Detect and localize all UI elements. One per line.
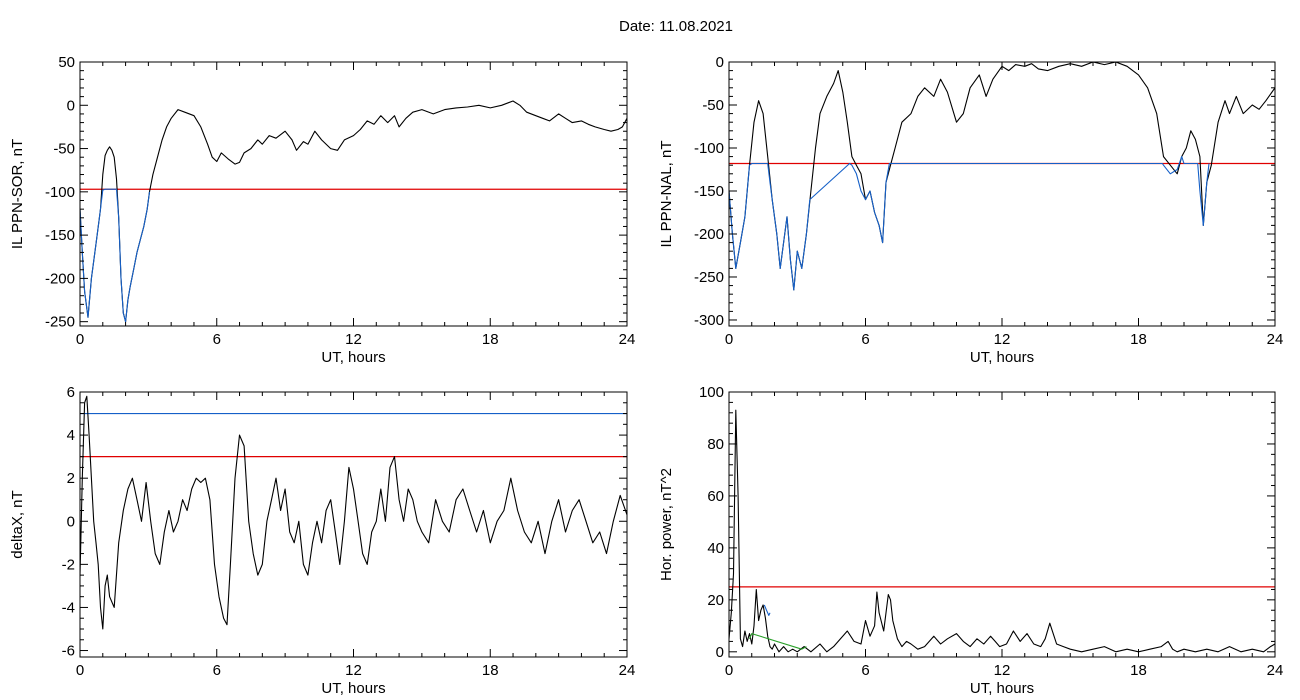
x-tick-label: 24 (619, 331, 636, 348)
x-tick-label: 0 (725, 662, 733, 679)
y-tick-label: 100 (699, 384, 724, 401)
x-axis-label: UT, hours (970, 349, 1034, 366)
x-tick-label: 6 (213, 331, 221, 348)
panel-hor-power: 0 6 12 18 24 100 80 60 40 20 0 UT, hours Hor. power,… (658, 384, 1283, 697)
y-tick-label: -150 (694, 183, 724, 200)
x-axis-label: UT, hours (321, 680, 385, 697)
y-axis-label: deltaX, nT (9, 490, 26, 558)
series-line (729, 409, 1275, 653)
plot-frame (79, 61, 628, 327)
y-tick-label: -100 (694, 140, 724, 157)
series-line (763, 604, 771, 616)
x-tick-label: 12 (994, 662, 1011, 679)
y-tick-label: -250 (694, 269, 724, 286)
plot-frame (79, 391, 628, 658)
x-tick-label: 6 (861, 662, 869, 679)
y-tick-label: -4 (62, 599, 75, 616)
y-tick-label: 4 (67, 427, 75, 444)
y-tick-label: 0 (716, 644, 724, 661)
y-tick-label: -200 (45, 270, 75, 287)
y-tick-label: 80 (707, 436, 724, 453)
x-tick-label: 6 (213, 662, 221, 679)
page-title: Date: 11.08.2021 (619, 18, 733, 35)
y-tick-label: 6 (67, 384, 75, 401)
x-tick-label: 12 (345, 662, 362, 679)
series-line (80, 100, 627, 323)
y-tick-label: 2 (67, 470, 75, 487)
x-tick-label: 18 (1130, 662, 1147, 679)
y-tick-label: -50 (702, 97, 724, 114)
series-line (729, 62, 1275, 291)
x-tick-label: 12 (994, 331, 1011, 348)
x-tick-label: 0 (76, 662, 84, 679)
x-tick-label: 24 (1267, 662, 1284, 679)
panel-il-ppn-sor: 0 6 12 18 24 50 0 -50 -100 -150 -200 -250 UT, hours I… (9, 54, 635, 366)
x-tick-label: 0 (76, 331, 84, 348)
y-tick-label: 60 (707, 488, 724, 505)
y-tick-label: -2 (62, 556, 75, 573)
x-tick-label: 18 (1130, 331, 1147, 348)
y-tick-label: 0 (67, 97, 75, 114)
y-tick-label: 0 (67, 513, 75, 530)
y-tick-label: -6 (62, 643, 75, 660)
y-tick-label: -250 (45, 314, 75, 331)
series-line (729, 156, 1210, 291)
y-tick-label: -300 (694, 312, 724, 329)
series-line (80, 188, 151, 323)
y-tick-label: -50 (53, 141, 75, 158)
x-tick-label: 12 (345, 331, 362, 348)
series-line (748, 633, 807, 650)
x-axis-label: UT, hours (970, 680, 1034, 697)
panel-il-ppn-nal: 0 6 12 18 24 0 -50 -100 -150 -200 -250 -300 UT, hour… (658, 54, 1283, 366)
x-tick-label: 24 (619, 662, 636, 679)
x-tick-label: 24 (1267, 331, 1284, 348)
y-axis-label: IL PPN-NAL, nT (658, 141, 675, 248)
panel-deltax: 0 6 12 18 24 6 4 2 0 -2 -4 -6 UT, hours deltaX, nT (9, 384, 635, 697)
x-axis-label: UT, hours (321, 349, 385, 366)
y-tick-label: -100 (45, 184, 75, 201)
series-line (80, 395, 627, 630)
y-axis-label: IL PPN-SOR, nT (9, 139, 26, 249)
y-tick-label: 0 (716, 54, 724, 71)
x-tick-label: 0 (725, 331, 733, 348)
x-tick-label: 18 (482, 662, 499, 679)
x-tick-label: 6 (861, 331, 869, 348)
y-tick-label: 20 (707, 592, 724, 609)
y-tick-label: 50 (58, 54, 75, 71)
x-tick-label: 18 (482, 331, 499, 348)
y-axis-label: Hor. power, nT^2 (658, 468, 675, 581)
y-tick-label: -200 (694, 226, 724, 243)
y-tick-label: -150 (45, 227, 75, 244)
plot-frame (728, 391, 1276, 658)
y-tick-label: 40 (707, 540, 724, 557)
